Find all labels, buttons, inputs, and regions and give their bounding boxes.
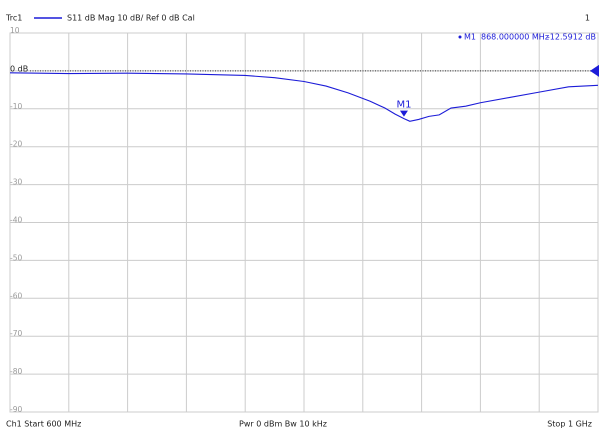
y-tick-label: -40 (10, 216, 22, 225)
footer-center: Pwr 0 dBm Bw 10 kHz (239, 420, 327, 429)
marker-readout-dot (458, 35, 462, 39)
y-tick-label: -20 (10, 140, 22, 149)
trace-name: Trc1 (5, 14, 22, 23)
footer-left: Ch1 Start 600 MHz (6, 420, 81, 429)
marker-label: M1 (396, 100, 411, 111)
y-tick-label: -30 (10, 178, 22, 187)
y-tick-label: 10 (10, 26, 20, 35)
marker-readout-x: 868.000000 MHz (481, 33, 549, 42)
reference-arrow (590, 64, 599, 77)
channel-number: 1 (585, 14, 590, 23)
marker-symbol (399, 110, 408, 117)
y-tick-label: -10 (10, 102, 22, 111)
footer-right: Stop 1 GHz (547, 420, 592, 429)
marker-readout-y: -12.5912 dB (547, 33, 596, 42)
y-tick-label: -80 (10, 367, 22, 376)
y-tick-label: -60 (10, 291, 22, 300)
trace (9, 72, 599, 122)
y-tick-label: -70 (10, 329, 22, 338)
y-tick-label: -50 (10, 253, 22, 262)
marker-readout-name: M1 (464, 33, 476, 42)
trace-info: S11 dB Mag 10 dB/ Ref 0 dB Cal (67, 14, 195, 23)
y-tick-label: -90 (10, 405, 22, 414)
y-tick-label: 0 dB (10, 64, 28, 73)
